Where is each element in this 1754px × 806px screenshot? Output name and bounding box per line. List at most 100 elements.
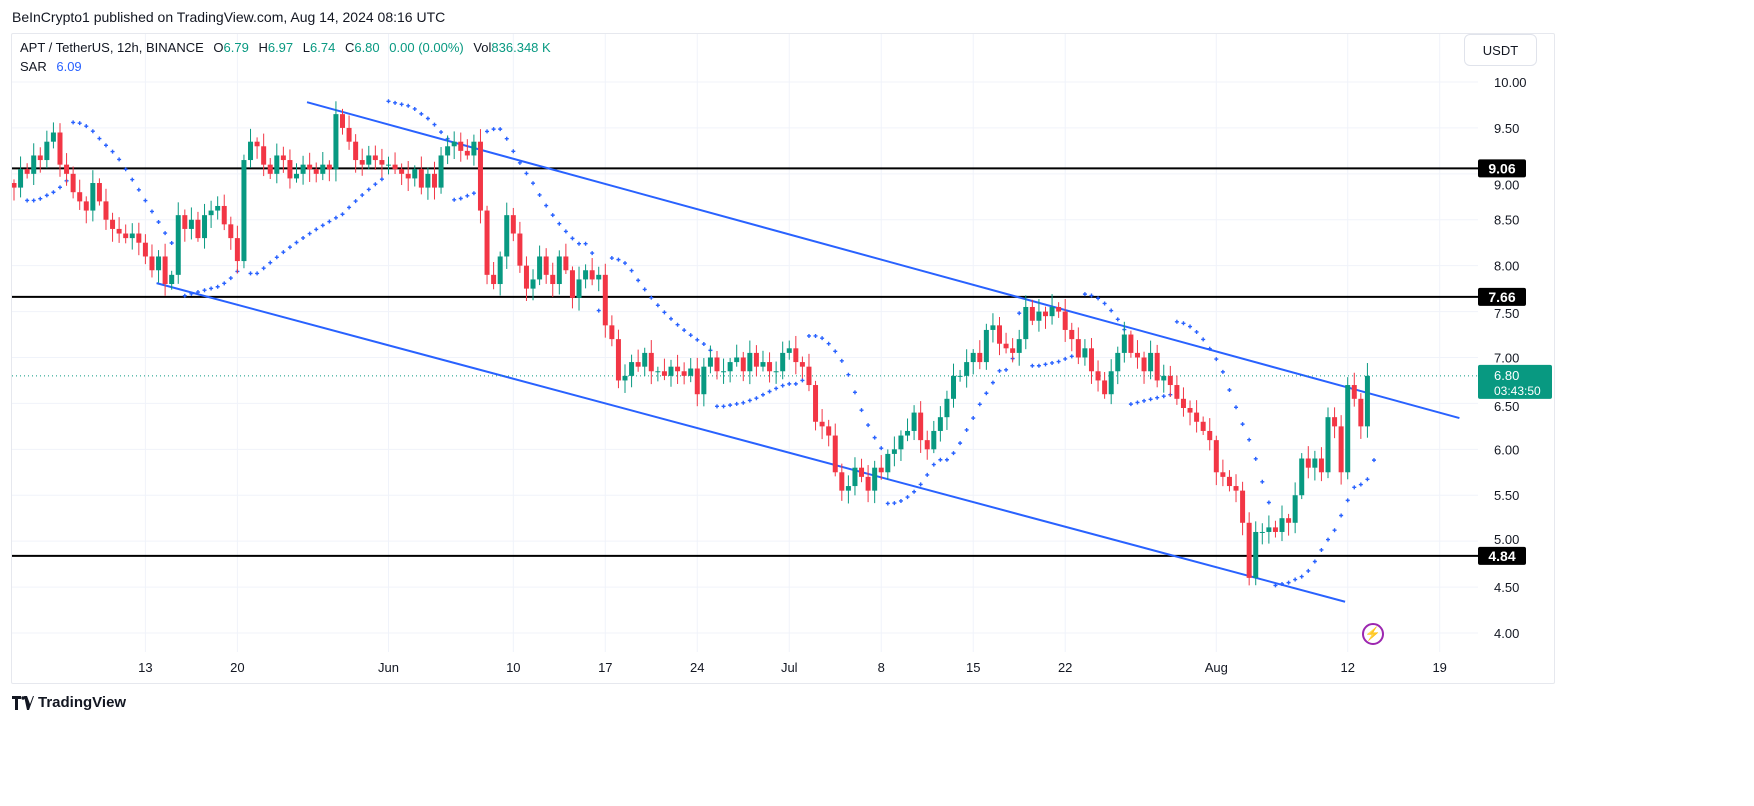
candle-body — [1082, 348, 1088, 358]
sar-dot — [885, 501, 890, 506]
candle-up — [241, 154, 247, 269]
candle-up — [970, 349, 976, 375]
price-tick-label: 6.50 — [1494, 399, 1519, 414]
candle-body — [1351, 385, 1357, 399]
candle-body — [11, 183, 17, 188]
candle-body — [241, 160, 247, 262]
candle-down — [228, 216, 234, 250]
candle-down — [399, 163, 405, 186]
sar-dot — [471, 191, 476, 196]
candle-body — [543, 256, 549, 275]
candle-body — [83, 201, 89, 211]
candle-down — [1332, 407, 1338, 439]
candle-down — [116, 217, 122, 243]
sar-dot — [202, 288, 207, 293]
sar-dot — [182, 293, 187, 298]
candle-up — [845, 475, 851, 504]
candle-body — [294, 173, 300, 179]
sar-dot — [327, 219, 332, 224]
price-axis[interactable]: 10.00 9.50 9.00 8.50 8.00 7.50 7.00 6.50 6.00 5.5… — [1494, 75, 1527, 641]
last-price-box — [1478, 364, 1552, 399]
sar-dot — [1299, 574, 1304, 579]
candle-body — [1010, 348, 1016, 353]
candle-down — [1207, 418, 1213, 451]
candle-body — [813, 385, 819, 422]
sar-dot — [419, 111, 424, 116]
lower-channel-line — [156, 282, 1346, 603]
candle-body — [786, 348, 792, 353]
candle-down — [254, 137, 260, 159]
close-label: C — [344, 40, 355, 55]
sar-dot — [912, 489, 917, 494]
price-tick-label: 4.50 — [1494, 580, 1519, 595]
sar-dot — [25, 198, 30, 203]
time-tick-label: 17 — [598, 660, 612, 675]
sar-dot — [918, 482, 923, 487]
sar-dot — [550, 213, 555, 218]
sar-dot — [439, 130, 444, 135]
candle-body — [622, 375, 628, 381]
candle-down — [1272, 520, 1278, 538]
currency-button[interactable]: USDT — [1464, 34, 1537, 66]
sar-dot — [1332, 528, 1337, 533]
candle-up — [629, 354, 635, 388]
sar-dot — [767, 389, 772, 394]
candle-down — [1128, 330, 1134, 358]
candle-body — [964, 362, 970, 376]
candle-body — [359, 160, 365, 165]
candle-down — [1358, 393, 1364, 439]
bar-countdown-label: 03:43:50 — [1494, 384, 1541, 398]
low-label: L — [302, 40, 311, 55]
candle-down — [819, 409, 825, 440]
candle-body — [24, 169, 30, 174]
tradingview-logo[interactable]: TradingView — [12, 694, 126, 711]
sar-dot — [31, 198, 36, 203]
time-axis[interactable]: 13 20 Jun 10 17 24 Jul 8 15 22 Aug 12 19 — [138, 660, 1447, 675]
level-label: 9.06 — [1488, 160, 1515, 176]
sar-legend[interactable]: SAR 6.09 — [20, 59, 82, 74]
sar-dot — [287, 245, 292, 250]
candle-body — [990, 325, 996, 330]
time-tick-label: 19 — [1432, 660, 1446, 675]
candle-up — [701, 358, 707, 407]
candle-body — [1259, 531, 1265, 533]
candle-body — [162, 256, 168, 285]
sar-dot — [669, 316, 673, 321]
candle-up — [471, 134, 477, 166]
candle-up — [1259, 523, 1265, 545]
sar-dot — [557, 221, 562, 226]
sar-dot — [872, 435, 877, 440]
sar-dot — [662, 310, 667, 315]
sar-dot — [228, 276, 233, 281]
candle-down — [648, 340, 654, 385]
candle-body — [1220, 472, 1226, 477]
candle-body — [1167, 375, 1173, 386]
candle-body — [1253, 531, 1259, 578]
sar-dot — [649, 295, 654, 300]
candle-body — [287, 160, 293, 179]
candle-body — [510, 215, 516, 234]
candle-down — [753, 345, 759, 377]
candle-body — [681, 371, 687, 376]
candle-body — [1075, 339, 1081, 358]
candle-body — [57, 132, 63, 165]
symbol-title[interactable]: APT / TetherUS, 12h, BINANCE — [20, 40, 204, 55]
candle-body — [1148, 352, 1154, 372]
sar-dot — [1030, 363, 1035, 368]
candle-body — [307, 164, 313, 170]
candle-down — [1180, 387, 1186, 417]
candle-body — [1364, 375, 1370, 427]
lightning-icon[interactable]: ⚡ — [1362, 623, 1384, 645]
sar-dot — [655, 303, 660, 308]
candle-body — [1299, 458, 1305, 496]
candle-body — [1088, 348, 1094, 372]
sar-dot — [215, 284, 220, 289]
ohlc-low: L6.74 — [303, 40, 336, 55]
sar-dot — [1050, 360, 1055, 365]
sar-dot — [905, 495, 910, 500]
candle-up — [445, 135, 451, 165]
candle-body — [320, 164, 326, 174]
symbol-legend: APT / TetherUS, 12h, BINANCE O6.79 H6.97… — [20, 40, 557, 55]
candle-down — [307, 152, 313, 182]
